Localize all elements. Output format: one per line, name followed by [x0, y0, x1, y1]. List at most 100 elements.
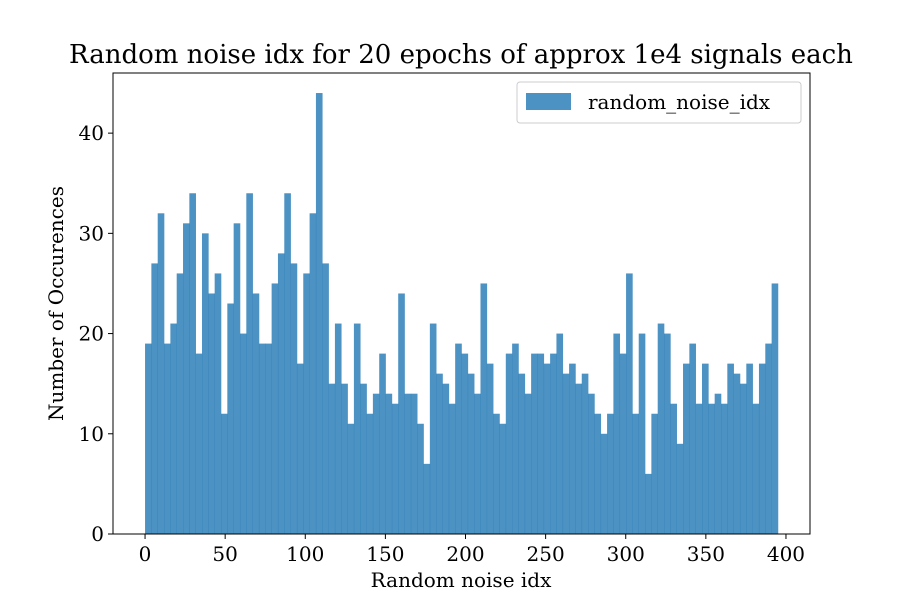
histogram-bar — [176, 273, 184, 534]
histogram-bar — [607, 413, 614, 534]
histogram-bar — [164, 343, 171, 534]
histogram-bar — [474, 393, 481, 534]
histogram-bar — [752, 403, 760, 534]
histogram-bar — [689, 343, 696, 534]
histogram-bar — [562, 373, 570, 534]
histogram-bar — [195, 353, 203, 534]
y-tick-label: 40 — [79, 121, 104, 145]
histogram-bar — [613, 333, 621, 534]
histogram-bar — [252, 293, 260, 534]
histogram-bar — [379, 353, 386, 534]
histogram-bar — [442, 383, 450, 534]
histogram-bar — [670, 403, 677, 534]
histogram-bar — [183, 223, 190, 534]
histogram-bar — [271, 283, 279, 534]
histogram-bar — [315, 93, 323, 534]
histogram-bar — [341, 383, 348, 534]
histogram-bar — [645, 473, 652, 534]
x-tick-label: 400 — [767, 542, 805, 566]
histogram-bar — [531, 353, 538, 534]
y-tick-label: 10 — [79, 422, 104, 446]
histogram-bar — [145, 343, 152, 534]
y-axis-ticks: 0 10 20 30 40 — [79, 121, 113, 546]
histogram-bar — [404, 393, 412, 534]
bars-group — [145, 93, 779, 535]
histogram-bar — [638, 333, 646, 534]
x-axis-ticks: 0 50 100 150 200 250 300 350 400 — [139, 534, 805, 566]
histogram-bar — [664, 333, 671, 534]
histogram-bar — [410, 393, 418, 534]
histogram-bar — [505, 353, 513, 534]
histogram-bar — [208, 293, 215, 534]
histogram-bar — [290, 263, 298, 534]
histogram-bar — [695, 403, 703, 534]
histogram-bar — [765, 343, 772, 534]
legend-box — [516, 81, 802, 124]
x-tick-label: 150 — [366, 542, 404, 566]
histogram-bar — [702, 363, 709, 534]
histogram-bar — [436, 373, 443, 534]
histogram-bar — [334, 323, 342, 534]
histogram-bar — [626, 273, 633, 534]
histogram-bar — [746, 363, 753, 534]
histogram-bar — [739, 383, 747, 534]
histogram-bar — [632, 413, 640, 534]
histogram-bar — [227, 303, 234, 534]
histogram-bar — [429, 323, 437, 534]
histogram-bar — [220, 413, 228, 534]
x-tick-label: 0 — [139, 542, 152, 566]
x-tick-label: 350 — [687, 542, 725, 566]
histogram-bar — [518, 373, 526, 534]
histogram-bar — [328, 383, 336, 534]
y-axis-label: Number of Occurences — [44, 186, 68, 421]
histogram-bar — [202, 233, 209, 534]
histogram-bar — [170, 323, 177, 534]
histogram-bar — [556, 333, 564, 534]
histogram-bar — [480, 283, 488, 534]
histogram-bar — [758, 363, 766, 534]
histogram-bar — [720, 403, 728, 534]
x-tick-label: 100 — [286, 542, 324, 566]
histogram-bar — [214, 273, 222, 534]
histogram-bar — [372, 393, 380, 534]
x-tick-label: 200 — [446, 542, 484, 566]
histogram-bar — [303, 273, 310, 534]
legend-swatch — [526, 93, 571, 110]
histogram-bar — [296, 363, 304, 534]
histogram-bar — [499, 423, 507, 534]
y-tick-label: 30 — [79, 221, 104, 245]
legend: random_noise_idx — [516, 81, 802, 124]
histogram-bar — [258, 343, 266, 534]
chart-title: Random noise idx for 20 epochs of approx… — [69, 40, 853, 70]
histogram-bar — [246, 193, 253, 534]
histogram-bar — [486, 363, 494, 534]
histogram-bar — [360, 383, 367, 534]
histogram-bar — [771, 283, 779, 534]
histogram-bar — [239, 333, 247, 534]
histogram-bar — [714, 393, 722, 534]
legend-label: random_noise_idx — [588, 90, 771, 114]
histogram-bar — [322, 263, 329, 534]
x-axis-label: Random noise idx — [371, 568, 552, 592]
histogram-bar — [600, 433, 608, 534]
histogram-bar — [353, 323, 361, 534]
histogram-bar — [467, 373, 475, 534]
histogram-bar — [543, 363, 551, 534]
histogram-bar — [385, 393, 393, 534]
histogram-bar — [569, 363, 576, 534]
x-tick-label: 300 — [607, 542, 645, 566]
plot-frame — [112, 72, 811, 535]
histogram-bar — [309, 213, 317, 534]
histogram-bar — [265, 343, 272, 534]
histogram-bar — [366, 413, 374, 534]
histogram-bar — [594, 413, 602, 534]
histogram-bar — [537, 353, 545, 534]
histogram-bar — [391, 403, 399, 534]
histogram-bar — [347, 423, 355, 534]
histogram-bar — [550, 353, 557, 534]
histogram-bar — [651, 413, 659, 534]
histogram-bar — [277, 253, 285, 535]
y-tick-label: 0 — [91, 522, 104, 546]
histogram-bar — [398, 293, 405, 534]
